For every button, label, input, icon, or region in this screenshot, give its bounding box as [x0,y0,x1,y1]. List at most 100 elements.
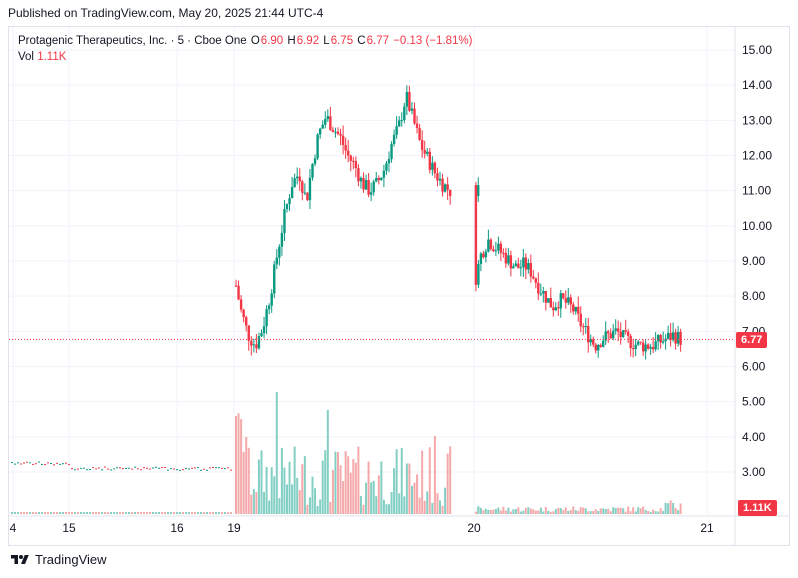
candle-body [267,305,271,310]
volume-bar [342,481,345,514]
candle-body [321,124,324,129]
volume-bar [203,512,205,514]
volume-bar [131,512,133,514]
candle-body [517,263,520,269]
volume-bar [191,512,193,514]
volume-bar [347,456,350,514]
volume-bar [431,502,434,514]
volume-bar [53,512,55,514]
candle-body [113,468,115,470]
volume-bar [314,488,317,514]
candle-body [293,178,296,187]
y-tick-label: 6.00 [742,360,766,374]
candle-body [137,468,139,470]
candle-body [149,468,151,470]
volume-bar [359,495,362,514]
candle-body [549,298,552,308]
footer-brand[interactable]: TradingView [10,552,107,567]
candle-body [403,106,406,120]
volume-bar [143,512,145,514]
candle-body [492,249,495,252]
volume-bar [405,463,408,514]
candle-body [347,150,350,156]
candle-body [182,469,184,471]
volume-bar [474,511,477,514]
volume-bar [532,509,535,514]
volume-bar [257,459,260,514]
candle-body [324,119,327,125]
volume-bar [235,416,237,514]
volume-bar [170,512,172,514]
candle-body [514,263,518,267]
volume-bar [517,507,520,514]
y-tick-label: 12.00 [742,149,772,163]
volume-bar [173,512,175,514]
volume-bar [89,512,91,514]
candle-body [224,468,226,470]
volume-bar [537,510,540,514]
candle-body [89,469,91,471]
candle-body [499,243,503,253]
volume-bar [252,489,255,514]
candle-body [552,307,555,311]
volume-bar [197,512,199,514]
candle-body [283,209,286,234]
candle-body [579,313,582,327]
volume-bar [574,510,577,514]
volume-bar [597,510,600,514]
volume-bar [286,484,288,514]
candle-body [446,184,449,190]
volume-bar [291,484,294,514]
x-tick-label: 15 [62,521,76,535]
volume-bar [319,499,322,514]
candle-body [270,293,273,306]
candle-body [651,347,655,350]
volume-bar [657,511,660,514]
volume-bar [283,467,286,514]
volume-bar [237,413,240,514]
candle-body [626,331,630,337]
candle-body [252,344,256,346]
candle-body [405,91,409,107]
volume-bar [385,504,388,514]
volume-bar [612,507,615,514]
volume-bar [534,510,537,514]
candle-body [482,253,485,258]
candle-body [352,160,355,162]
candle-body [242,309,245,318]
candle-body [387,159,391,164]
volume-bar [326,410,329,514]
volume-bar [504,510,507,514]
volume-bar [629,511,632,514]
candle-body [674,332,677,344]
volume-bar [624,511,627,514]
candle-body [303,192,307,194]
candle-body [92,467,94,469]
volume-bar [167,512,169,514]
volume-bar [395,449,398,514]
volume-bar [594,509,597,514]
volume-bar [370,482,373,514]
candle-body [239,299,243,310]
candle-body [179,469,181,471]
candle-body [564,298,567,303]
volume-bar [301,464,304,514]
volume-bar [122,512,124,514]
volume-bar [557,507,560,514]
candle-body [273,264,276,294]
volume-bar [65,512,67,514]
high-value: 6.92 [296,35,320,47]
candle-body [537,282,540,294]
candle-body [619,331,622,337]
candle-body [164,466,166,468]
symbol-name[interactable]: Protagenic Therapeutics, Inc. · 5 · Cboe… [18,35,247,47]
candle-body [265,309,268,327]
candle-body [362,177,365,190]
volume-bar [599,508,602,514]
candle-body [167,469,169,471]
volume-bar [26,512,28,514]
volume-bar [564,507,567,514]
published-caption: Published on TradingView.com, May 20, 20… [8,6,324,20]
candle-body [20,463,22,465]
